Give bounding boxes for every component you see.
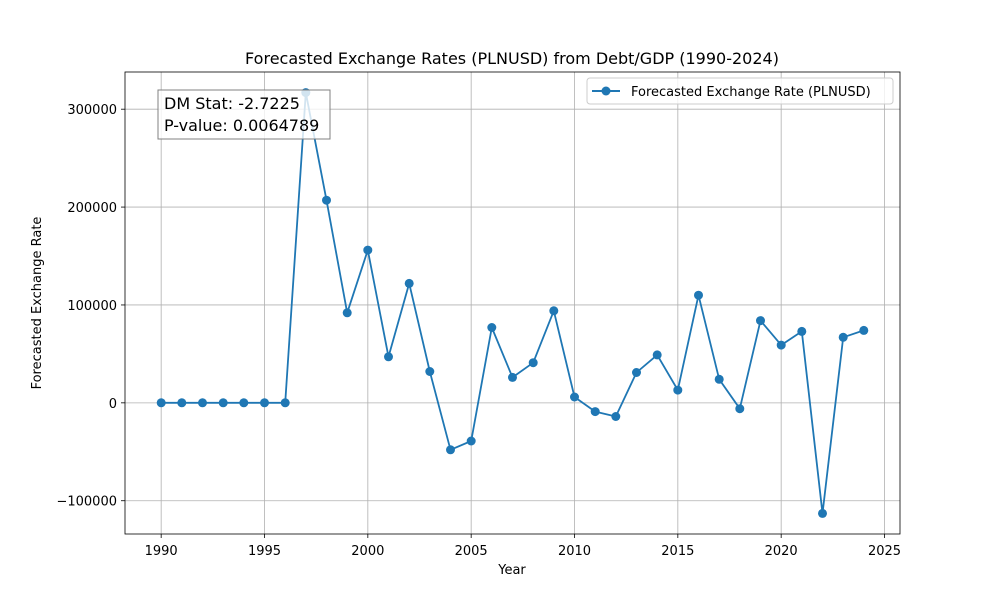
plot-area-frame [124,71,901,535]
data-point [218,398,228,408]
axis-ticks: 1990 1995 2000 2005 2010 2015 2020 2025 −100000 0… [56,103,901,559]
data-point [797,326,807,336]
data-point [156,398,166,408]
x-tick-label: 2010 [558,544,591,559]
grid-lines [125,72,900,534]
legend-label: Forecasted Exchange Rate (PLNUSD) [631,85,871,100]
data-point [590,407,600,417]
data-point [838,332,848,342]
x-tick-label: 2020 [765,544,798,559]
data-point [487,323,497,332]
data-point [756,316,765,326]
data-point [322,195,331,205]
legend-marker-swatch [601,86,611,96]
x-tick-label: 1995 [248,544,281,559]
data-point [694,290,703,300]
data-point [239,398,249,408]
data-point [466,436,476,446]
series-layer [156,88,869,518]
chart-title: Forecasted Exchange Rates (PLNUSD) from … [245,49,779,68]
data-point [342,308,352,318]
annotation-dm-stat: DM Stat: -2.7225 [164,94,300,113]
series-line [161,91,865,515]
data-point [260,398,269,408]
x-tick-label: 2015 [661,544,694,559]
data-point [859,325,869,335]
data-point [714,374,724,384]
data-point [446,445,455,455]
legend-box [586,77,894,105]
data-point [611,412,621,421]
data-point [508,372,517,382]
legend: Forecasted Exchange Rate (PLNUSD) [586,77,894,105]
data-point [673,385,683,395]
annotation-p-value: P-value: 0.0064789 [164,116,319,135]
y-axis-label: Forecasted Exchange Rate [30,217,45,390]
y-tick-label: 200000 [67,201,117,216]
data-point [363,245,373,255]
data-point [198,398,207,408]
stats-annotation: DM Stat: -2.7225 P-value: 0.0064789 [157,89,331,140]
y-tick-label: 0 [109,397,117,412]
x-tick-label: 2000 [351,544,384,559]
y-tick-label: −100000 [56,495,117,510]
data-point [404,278,414,288]
annotation-box [157,89,331,140]
x-tick-label: 1990 [145,544,178,559]
data-point [570,392,579,402]
data-point [280,398,290,408]
data-point [528,358,538,368]
data-point [652,350,662,360]
data-point [735,404,745,414]
data-point [549,306,559,316]
x-tick-label: 2025 [868,544,901,559]
data-point [177,398,187,408]
data-point [425,367,435,376]
y-tick-label: 100000 [67,299,117,314]
data-point [776,340,786,350]
data-point [632,368,641,377]
y-tick-label: 300000 [67,103,117,118]
x-axis-label: Year [497,563,526,578]
data-point [384,352,393,362]
data-point [818,508,827,518]
x-tick-label: 2005 [455,544,488,559]
